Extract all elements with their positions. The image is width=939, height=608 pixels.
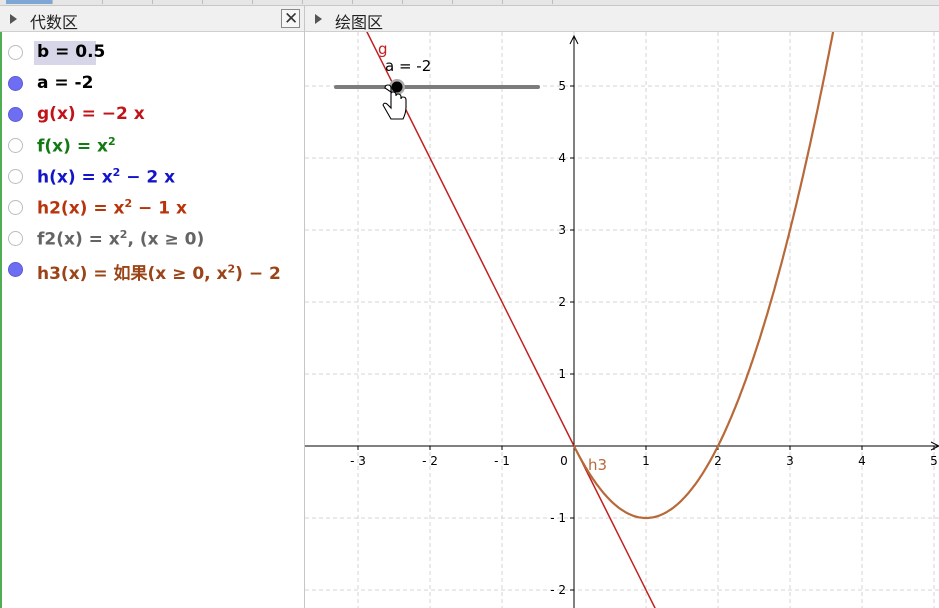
x-tick-label: 1 [642, 454, 650, 468]
exponent: 2 [124, 197, 133, 210]
algebra-expression[interactable]: b = 0.5 [37, 42, 105, 62]
selection-highlight [34, 41, 96, 65]
x-tick-label: 2 [714, 454, 722, 468]
algebra-item[interactable]: f2(x) = x2, (x ≥ 0) [0, 224, 304, 254]
window-tab[interactable] [204, 0, 253, 4]
slider-a-handle[interactable] [391, 81, 403, 93]
expression-text: − 2 x [120, 167, 176, 188]
visibility-toggle[interactable] [8, 231, 23, 246]
window-tab[interactable] [54, 0, 103, 4]
close-algebra-button[interactable]: ✕ [281, 9, 300, 29]
y-tick-label: 4 [558, 151, 566, 165]
exponent: 2 [107, 135, 116, 148]
window-tab[interactable] [404, 0, 453, 4]
expression-text: , (x ≥ 0) [127, 229, 205, 250]
graphics-panel: 绘图区 - 3 - 2 - 1 0 1 2 3 4 5 - 2 - 1 1 2 3 4 5 g h3 a = -2 [305, 6, 939, 608]
y-tick-label: 1 [558, 367, 566, 381]
expression-text: h3(x) = 如果(x ≥ 0, x [37, 264, 228, 284]
slider-a-label: a = -2 [385, 57, 431, 75]
exponent: 2 [112, 166, 121, 179]
algebra-item[interactable]: h(x) = x2 − 2 x [0, 162, 304, 192]
algebra-item[interactable]: h3(x) = 如果(x ≥ 0, x2) − 2 [0, 255, 304, 285]
function-h3-label: h3 [588, 456, 607, 474]
algebra-header: 代数区 ✕ [0, 6, 304, 32]
graphics-header: 绘图区 [305, 6, 939, 32]
graphics-canvas[interactable]: - 3 - 2 - 1 0 1 2 3 4 5 - 2 - 1 1 2 3 4 5 g h3 a = -2 [305, 32, 939, 608]
algebra-expression[interactable]: a = -2 [37, 73, 93, 93]
hand-pointer-icon [382, 84, 407, 120]
visibility-toggle[interactable] [8, 200, 23, 215]
function-g-line[interactable] [358, 32, 660, 608]
expression-text: − 1 x [132, 198, 187, 219]
window-tab[interactable] [354, 0, 403, 4]
expression-text: ) − 2 [235, 264, 281, 284]
expression-text: b = 0.5 [37, 42, 106, 62]
algebra-expression[interactable]: f2(x) = x2, (x ≥ 0) [37, 228, 204, 250]
algebra-expression[interactable]: h(x) = x2 − 2 x [37, 166, 175, 188]
y-tick-label: 3 [558, 223, 566, 237]
algebra-expression[interactable]: f(x) = x2 [37, 135, 116, 157]
x-tick-label: 4 [858, 454, 866, 468]
x-tick-label: 5 [930, 454, 938, 468]
algebra-expression[interactable]: g(x) = −2 x [37, 104, 145, 124]
exponent: 2 [227, 262, 236, 276]
algebra-item[interactable]: a = -2 [0, 69, 304, 99]
algebra-item[interactable]: g(x) = −2 x [0, 100, 304, 130]
window-tab-strip [0, 0, 939, 6]
window-tab[interactable] [454, 0, 503, 4]
x-tick-label: - 1 [494, 454, 510, 468]
x-tick-label: - 3 [350, 454, 366, 468]
exponent: 2 [119, 228, 128, 241]
expression-text: h(x) = x [37, 167, 113, 188]
window-tab[interactable] [504, 0, 553, 4]
y-tick-label: 5 [558, 79, 566, 93]
window-tab[interactable] [104, 0, 153, 4]
visibility-toggle[interactable] [8, 138, 23, 153]
y-tick-label: - 2 [550, 583, 566, 597]
algebra-item[interactable]: b = 0.5 [0, 38, 304, 68]
window-tab-active[interactable] [6, 0, 53, 4]
algebra-title: 代数区 [30, 13, 79, 32]
y-tick-label: 2 [558, 295, 566, 309]
y-axis-arrow [569, 34, 579, 45]
x-tick-label: - 2 [422, 454, 438, 468]
window-tab[interactable] [304, 0, 353, 4]
window-tab[interactable] [154, 0, 203, 4]
collapse-triangle-icon[interactable] [315, 14, 322, 24]
visibility-toggle[interactable] [8, 262, 23, 277]
visibility-toggle[interactable] [8, 107, 23, 122]
function-g-label: g [378, 40, 388, 58]
visibility-toggle[interactable] [8, 45, 23, 60]
expression-text: f(x) = x [37, 136, 108, 157]
window-tab[interactable] [254, 0, 303, 4]
expression-text: g(x) = −2 x [37, 104, 145, 124]
algebra-item[interactable]: h2(x) = x2 − 1 x [0, 193, 304, 223]
expression-text: f2(x) = x [37, 229, 120, 250]
visibility-toggle[interactable] [8, 76, 23, 91]
algebra-expression[interactable]: h2(x) = x2 − 1 x [37, 197, 187, 219]
x-tick-label: 0 [560, 454, 568, 468]
algebra-item[interactable]: f(x) = x2 [0, 131, 304, 161]
expression-text: h2(x) = x [37, 198, 125, 219]
algebra-accent-bar [0, 32, 2, 608]
graphics-title: 绘图区 [335, 13, 384, 32]
x-tick-label: 3 [786, 454, 794, 468]
visibility-toggle[interactable] [8, 169, 23, 184]
algebra-panel: 代数区 ✕ b = 0.5 a = -2 g(x) = −2 x f(x) = x2 h… [0, 6, 305, 608]
collapse-triangle-icon[interactable] [10, 14, 17, 24]
y-tick-label: - 1 [550, 511, 566, 525]
expression-text: a = -2 [37, 73, 94, 93]
function-h3-curve[interactable] [573, 32, 835, 520]
close-icon: ✕ [284, 9, 299, 29]
algebra-expression[interactable]: h3(x) = 如果(x ≥ 0, x2) − 2 [37, 259, 281, 284]
